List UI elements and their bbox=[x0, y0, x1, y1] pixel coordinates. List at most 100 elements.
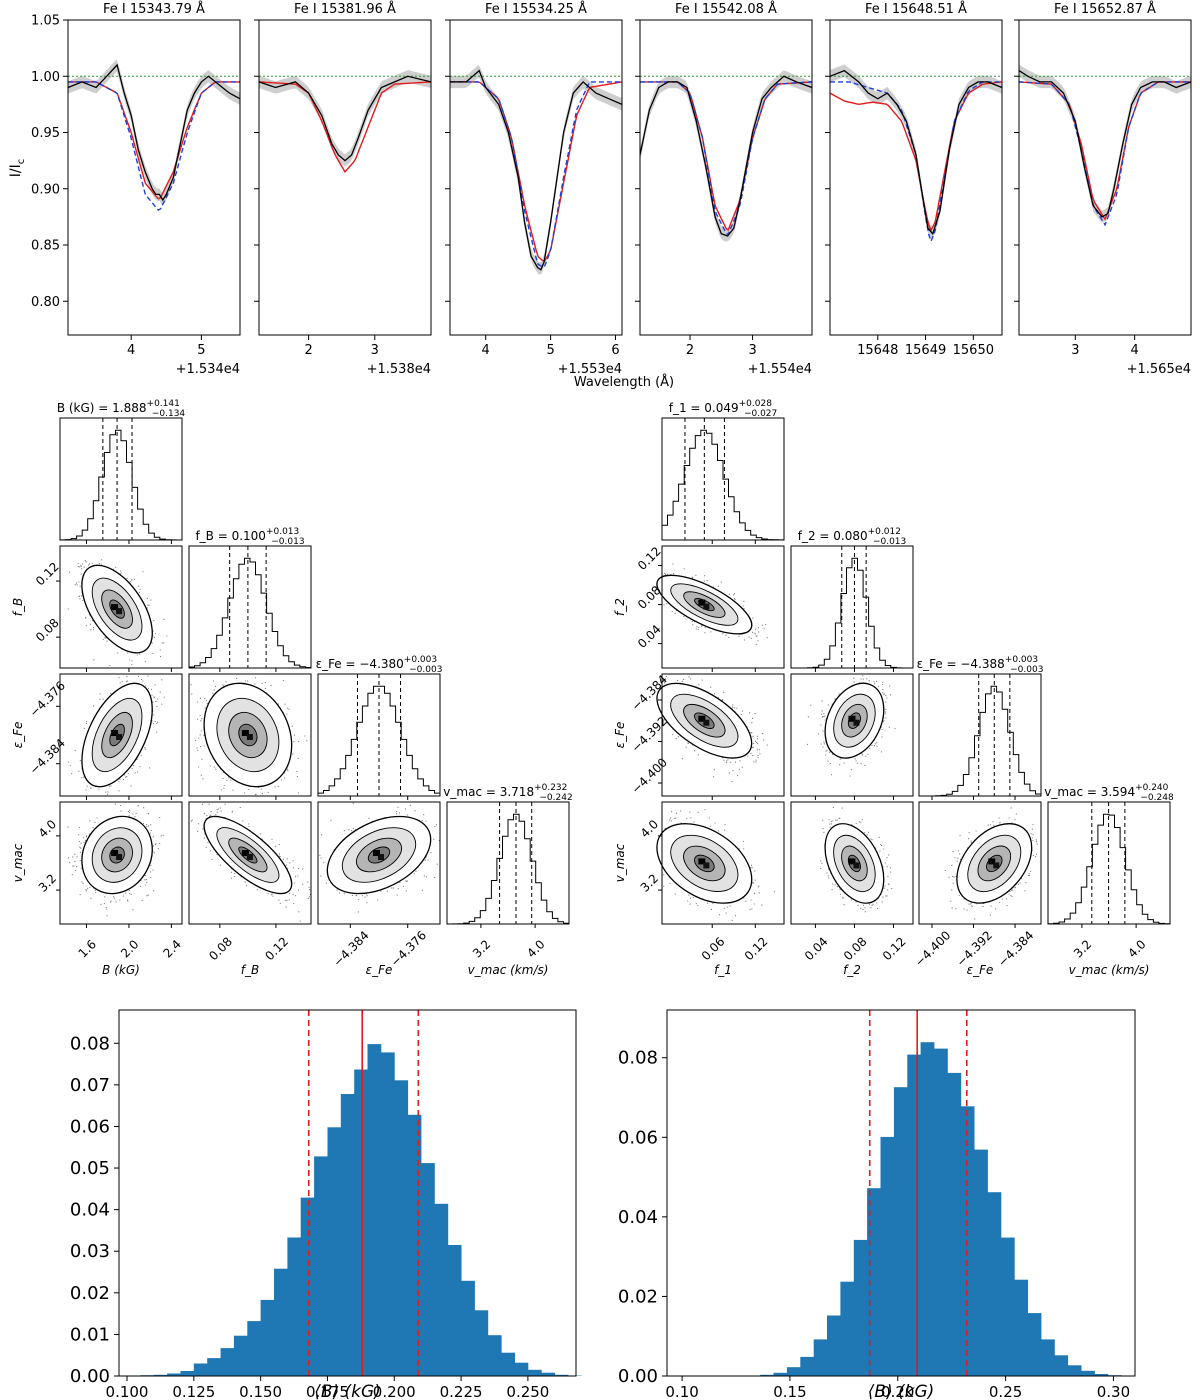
cell-frame bbox=[59, 673, 183, 797]
density-peak bbox=[111, 730, 119, 736]
series-observed bbox=[639, 75, 813, 237]
x-tick-label: 0.08 bbox=[841, 934, 870, 963]
cell-frame bbox=[790, 801, 914, 925]
joint-density-3-2 bbox=[188, 673, 312, 800]
density-peak bbox=[698, 599, 706, 606]
series-observed bbox=[1018, 70, 1192, 218]
title-sup: +0.240 bbox=[1135, 783, 1169, 793]
spectrum-panel-1: Fe I 15343.79 Å 4 5 +1.534e4 0.80 0.85 0.90 0.9… bbox=[31, 1, 241, 377]
x-tick-label: 3 bbox=[748, 343, 756, 358]
x-axis-label: ε_Fe bbox=[366, 963, 393, 977]
x-tick-label: 0.12 bbox=[742, 934, 771, 963]
y-tick-label: 0.04 bbox=[70, 1200, 110, 1221]
hist-bar bbox=[853, 1239, 868, 1376]
x-tick-label: 2.4 bbox=[161, 937, 184, 960]
density-peak bbox=[241, 850, 249, 857]
hist-bar bbox=[1081, 1370, 1095, 1376]
panel-title: Fe I 15542.08 Å bbox=[675, 1, 777, 17]
series-observed bbox=[67, 63, 241, 202]
hist-bar bbox=[447, 1245, 462, 1376]
x-tick-label: −4.376 bbox=[388, 928, 429, 969]
cell-frame bbox=[661, 545, 785, 669]
x-tick-label: 4.0 bbox=[1125, 937, 1148, 960]
y-tick-label: 0.80 bbox=[31, 295, 60, 310]
joint-density-4-1: 1.6 2.0 2.4 3.2 4.0 v_mac B (kG) bbox=[11, 801, 184, 977]
y-axis-label: v_mac bbox=[613, 843, 627, 882]
x-tick-label: 0.150 bbox=[239, 1383, 282, 1400]
hist-bar bbox=[1094, 1374, 1109, 1376]
hist-bar bbox=[327, 1127, 342, 1376]
x-offset-label: +1.554e4 bbox=[748, 362, 812, 377]
cell-frame bbox=[188, 545, 312, 669]
density-peak bbox=[848, 858, 856, 865]
x-axis-label: B (kG) bbox=[102, 963, 140, 977]
hist-bar bbox=[274, 1268, 288, 1376]
cell-frame bbox=[188, 801, 312, 925]
x-axis-label: f_1 bbox=[714, 963, 732, 977]
y-tick-label: 0.06 bbox=[618, 1127, 658, 1148]
hist-bar bbox=[1000, 1237, 1015, 1376]
spectrum-panel-3: Fe I 15534.25 Å 4 5 6 +1.553e4 bbox=[445, 1, 623, 377]
hist-bar bbox=[300, 1197, 315, 1376]
panel-title: Fe I 15648.51 Å bbox=[865, 1, 967, 17]
hist-bar bbox=[554, 1374, 569, 1376]
title-sub: −0.242 bbox=[539, 793, 572, 803]
x-tick-label: 2.0 bbox=[118, 937, 141, 960]
hist-bar bbox=[934, 1048, 948, 1376]
cell-frame bbox=[661, 673, 785, 797]
axes-frame bbox=[639, 19, 813, 336]
title-sup: +0.232 bbox=[534, 783, 567, 793]
hist-bar bbox=[840, 1281, 855, 1376]
x-tick-label: 1.6 bbox=[76, 937, 99, 960]
hist-bar bbox=[760, 1374, 774, 1376]
x-tick-label: 15648 bbox=[857, 343, 898, 358]
x-axis-label: f_2 bbox=[843, 963, 861, 977]
marginal-hist-3: ε_Fe = −4.380+0.003 −0.003 bbox=[316, 655, 442, 800]
marginal-hist-1: B (kG) = 1.888+0.141 −0.134 bbox=[57, 399, 186, 544]
y-tick-label: 0.00 bbox=[70, 1366, 110, 1387]
y-tick-label: 1.05 bbox=[31, 14, 60, 29]
spectrum-panel-6: Fe I 15652.87 Å 3 4 +1.565e4 bbox=[1014, 1, 1192, 377]
hist-bar bbox=[974, 1149, 988, 1376]
series-observed bbox=[450, 69, 623, 271]
x-tick-label: 0.04 bbox=[802, 934, 831, 963]
x-tick-label: 6 bbox=[611, 343, 619, 358]
hist-right: 0.10 0.15 0.20 0.25 0.30 0.00 0.02 0.04 0.06 0.08… bbox=[618, 1009, 1136, 1400]
hist-bar bbox=[314, 1156, 328, 1376]
density-peak bbox=[111, 850, 119, 857]
x-tick-label: 15649 bbox=[905, 343, 946, 358]
y-tick-label: 0.85 bbox=[31, 239, 60, 254]
density-peak bbox=[116, 608, 123, 615]
title-sup: +0.003 bbox=[404, 655, 437, 665]
x-tick-label: 5 bbox=[197, 343, 205, 358]
cell-frame bbox=[59, 417, 183, 541]
x-axis-label: v_mac (km/s) bbox=[468, 963, 549, 977]
series-model-non-magnetic bbox=[450, 81, 622, 268]
y-tick-label: 0.04 bbox=[635, 622, 664, 651]
marginal-hist-2: f_B = 0.100+0.013 −0.013 bbox=[188, 527, 312, 672]
y-axis-label: ε_Fe bbox=[11, 722, 25, 749]
x-tick-label: 0.225 bbox=[440, 1383, 483, 1400]
x-tick-label: 15650 bbox=[953, 343, 994, 358]
density-peak bbox=[703, 603, 710, 610]
axes-frame bbox=[67, 19, 241, 336]
y-tick-label: 0.06 bbox=[70, 1116, 110, 1137]
hist-bar bbox=[153, 1374, 168, 1376]
hist-bar bbox=[960, 1106, 975, 1376]
density-peak bbox=[703, 862, 710, 869]
y-tick-label: 0.00 bbox=[618, 1366, 658, 1387]
cell-frame bbox=[661, 417, 785, 541]
hist-bar bbox=[813, 1339, 828, 1376]
x-tick-label: 5 bbox=[546, 343, 554, 358]
title-main: ε_Fe = −4.388 bbox=[917, 657, 1005, 671]
panel-title: Fe I 15534.25 Å bbox=[485, 1, 587, 17]
title-sub: −0.134 bbox=[152, 409, 186, 419]
marginal-hist-3: ε_Fe = −4.388+0.003 −0.003 bbox=[917, 655, 1043, 800]
x-tick-label: 4.0 bbox=[524, 937, 547, 960]
series-observed bbox=[258, 75, 432, 162]
hist-bar bbox=[773, 1372, 788, 1376]
title-sub: −0.027 bbox=[744, 409, 777, 419]
marginal-hist-2: f_2 = 0.080+0.012 −0.013 bbox=[790, 527, 914, 672]
